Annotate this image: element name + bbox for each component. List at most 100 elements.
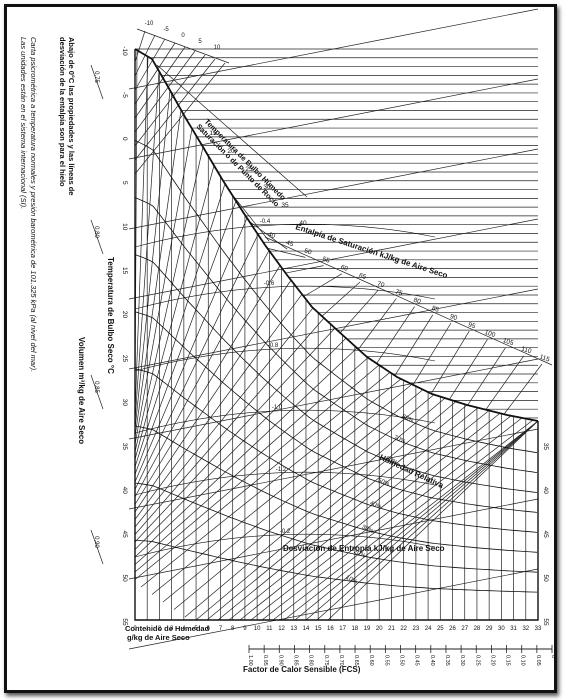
enthalpy-scale-axis [264, 236, 553, 366]
fcs-tick-label: 0.40 [429, 655, 435, 666]
fcs-tick-label: 0.65 [353, 655, 359, 666]
note-line-2: Las unidades están en el sistema interna… [19, 37, 28, 209]
fcs-tick-label: 0.20 [489, 655, 495, 666]
fcs-tick-label: 0 [550, 655, 554, 658]
top-enthalpy-line [134, 58, 216, 161]
enthalpy-line [134, 357, 369, 565]
moisture-tick-label: 12 [278, 626, 285, 632]
enthalpy-scale-line [394, 314, 434, 376]
enthalpy-line [134, 71, 160, 423]
right-temp-tick-label: 55 [542, 618, 549, 626]
psychrometric-chart: Carta psicrométrica a temperatura normal… [19, 8, 556, 674]
enthalpy-line [250, 415, 512, 621]
wet-bulb-tick-label: 20 [227, 148, 235, 155]
volume-line [128, 288, 539, 370]
volume-tick-label: 0.90 [93, 536, 99, 548]
volume-line [128, 568, 539, 650]
top-temp-scale-axis [136, 28, 230, 64]
fcs-tick-label: 0.45 [414, 655, 420, 666]
moisture-tick-label: 13 [290, 626, 297, 632]
enthalpy-line [261, 417, 523, 621]
enthalpy-tick-label: 70 [376, 280, 385, 289]
enthalpy-line [134, 234, 259, 490]
volume-tick [90, 374, 104, 410]
enthalpy-line [134, 56, 149, 415]
enthalpy-scale-line [485, 355, 525, 410]
enthalpy-line [283, 420, 539, 621]
wet-bulb-tick-label: 40 [299, 220, 307, 227]
moisture-tick-label: 15 [315, 626, 322, 632]
relative-humidity-curve [134, 311, 538, 513]
enthalpy-line [134, 265, 281, 505]
top-temp-tick-label: 5 [198, 39, 202, 45]
dry-bulb-tick-label: 5 [121, 181, 128, 185]
moisture-tick-label: 6 [207, 626, 211, 632]
dry-bulb-tick-label: 0 [121, 137, 128, 141]
top-temp-tick-label: 10 [214, 45, 221, 51]
entropy-deviation-label: -0.8 [268, 343, 279, 349]
moisture-tick-label: 19 [364, 626, 371, 632]
volume-tick [90, 529, 104, 565]
moisture-tick-label: 0 [133, 626, 137, 632]
moisture-tick-label: 5 [194, 626, 198, 632]
moisture-label-1: Contenido de Humedad [125, 624, 210, 633]
fcs-tick-label: 1.00 [247, 655, 253, 666]
note-line-3: Abajo de 0°C las propiedades y las línea… [67, 37, 76, 195]
right-temp-tick-label: 50 [542, 574, 549, 582]
fcs-tick-label: 0.85 [292, 655, 298, 666]
fcs-tick-label: 0.25 [474, 655, 480, 666]
relative-humidity-label: 60% [385, 456, 399, 467]
fcs-tick-label: 0.10 [520, 655, 526, 666]
entropy-deviation-curve [134, 223, 436, 248]
chart-outline [134, 49, 539, 621]
enthalpy-scale-line [230, 192, 270, 242]
top-enthalpy-line [134, 62, 226, 175]
enthalpy-tick-label: 105 [502, 337, 515, 347]
entropy-deviation-label: -1.2 [276, 467, 287, 473]
enthalpy-line [134, 372, 391, 580]
enthalpy-line [134, 337, 347, 550]
enthalpy-line [162, 389, 424, 603]
right-temp-tick-label: 45 [542, 531, 549, 539]
moisture-tick-label: 23 [413, 626, 420, 632]
fcs-tick-label: 0.70 [338, 655, 344, 666]
moisture-tick-label: 29 [486, 626, 493, 632]
enthalpy-line [173, 394, 435, 610]
relative-humidity-curve [134, 197, 538, 473]
enthalpy-line [206, 404, 468, 621]
top-enthalpy-line [134, 54, 206, 147]
moisture-tick-label: 30 [498, 626, 505, 632]
relative-humidity-label: 10% [345, 575, 359, 586]
dry-bulb-tick-label: 35 [121, 443, 128, 451]
dry-bulb-label: Temperatura de Bulbo Seco °C [106, 257, 115, 374]
moisture-tick-label: 9 [243, 626, 247, 632]
fcs-label: Factor de Calor Sensible (FCS) [243, 665, 361, 674]
dry-bulb-tick-label: 15 [121, 267, 128, 275]
enthalpy-tick-label: 40 [267, 231, 276, 240]
entropy-deviation-label: Desviación de Entropía kJ/kg de Aire Sec… [283, 544, 445, 553]
enthalpy-tick-label: 75 [394, 289, 403, 298]
volume-line [128, 148, 539, 230]
moisture-tick-label: 31 [510, 626, 517, 632]
chart-grid [90, 8, 553, 650]
enthalpy-line [134, 109, 182, 438]
entropy-deviation-curve [134, 347, 436, 372]
volume-line [128, 358, 539, 440]
moisture-tick-label: 24 [425, 626, 432, 632]
volume-line [128, 498, 539, 580]
enthalpy-tick-label: 110 [520, 345, 532, 355]
dry-bulb-tick-label: 25 [121, 355, 128, 363]
fcs-tick-label: 0.50 [399, 655, 405, 666]
moisture-tick-label: 28 [474, 626, 481, 632]
chart-frame: Carta psicrométrica a temperatura normal… [4, 4, 557, 693]
top-enthalpy-line [134, 50, 196, 133]
chart-notes: Carta psicrométrica a temperatura normal… [19, 37, 76, 372]
moisture-tick-label: 14 [303, 626, 310, 632]
fcs-tick-label: 0.80 [308, 655, 314, 666]
relative-humidity-curve [134, 539, 538, 593]
entropy-deviation-curve [134, 533, 436, 558]
wet-bulb-tick-label: 30 [263, 184, 271, 191]
moisture-tick-label: 17 [339, 626, 346, 632]
enthalpy-tick-label: 80 [413, 297, 422, 306]
moisture-tick-label: 33 [535, 626, 542, 632]
